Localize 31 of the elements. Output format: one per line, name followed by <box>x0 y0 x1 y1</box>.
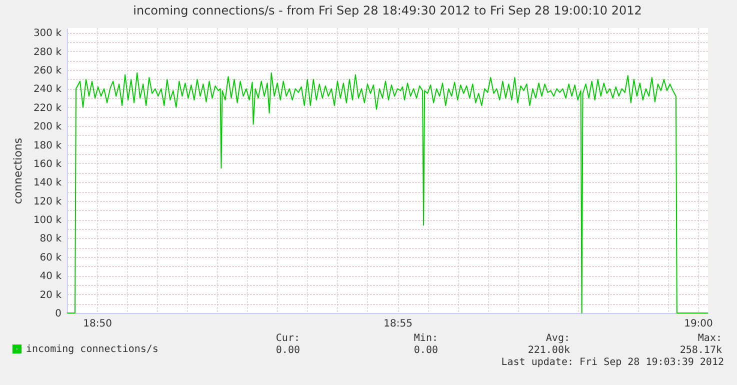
y-tick-label: 300 k <box>33 28 62 40</box>
y-tick-label: 60 k <box>40 252 62 264</box>
text: Last update: Fri Sep 28 19:03:39 2012 <box>501 357 724 368</box>
y-tick-label: 180 k <box>33 140 62 152</box>
text: 258.17k <box>680 345 722 356</box>
text: Max: <box>698 333 722 344</box>
y-tick-label: 240 k <box>33 84 62 96</box>
legend-label: incoming connections/s <box>26 344 158 355</box>
y-axis-title: connections <box>11 138 24 204</box>
text: Avg: <box>546 333 570 344</box>
x-tick-label: 18:55 <box>384 318 412 330</box>
chart-title: incoming connections/s - from Fri Sep 28 18:49:30 2012 to Fri Sep 28 19:00:10 2012 <box>133 4 642 18</box>
x-tick-label: 18:50 <box>83 318 112 330</box>
y-tick-label: 220 k <box>33 102 62 114</box>
y-tick-label: 160 k <box>33 158 62 170</box>
text: 221.00k <box>528 345 570 356</box>
x-tick-label: 19:00 <box>684 318 713 330</box>
text: 0.00 <box>276 345 300 356</box>
y-tick-label: 120 k <box>33 196 62 208</box>
text: 0.00 <box>414 345 438 356</box>
y-tick-label: 0 <box>55 308 62 320</box>
text: Min: <box>414 333 438 344</box>
y-tick-label: 100 k <box>33 215 62 226</box>
y-tick-label: 80 k <box>40 234 62 245</box>
y-tick-label: 20 k <box>40 290 62 301</box>
y-tick-label: 200 k <box>33 122 62 133</box>
text: Cur: <box>276 333 300 344</box>
y-tick-label: 280 k <box>33 46 62 58</box>
y-tick-label: 140 k <box>33 178 62 189</box>
y-tick-label: 40 k <box>40 271 62 282</box>
y-tick-label: 260 k <box>33 66 62 77</box>
